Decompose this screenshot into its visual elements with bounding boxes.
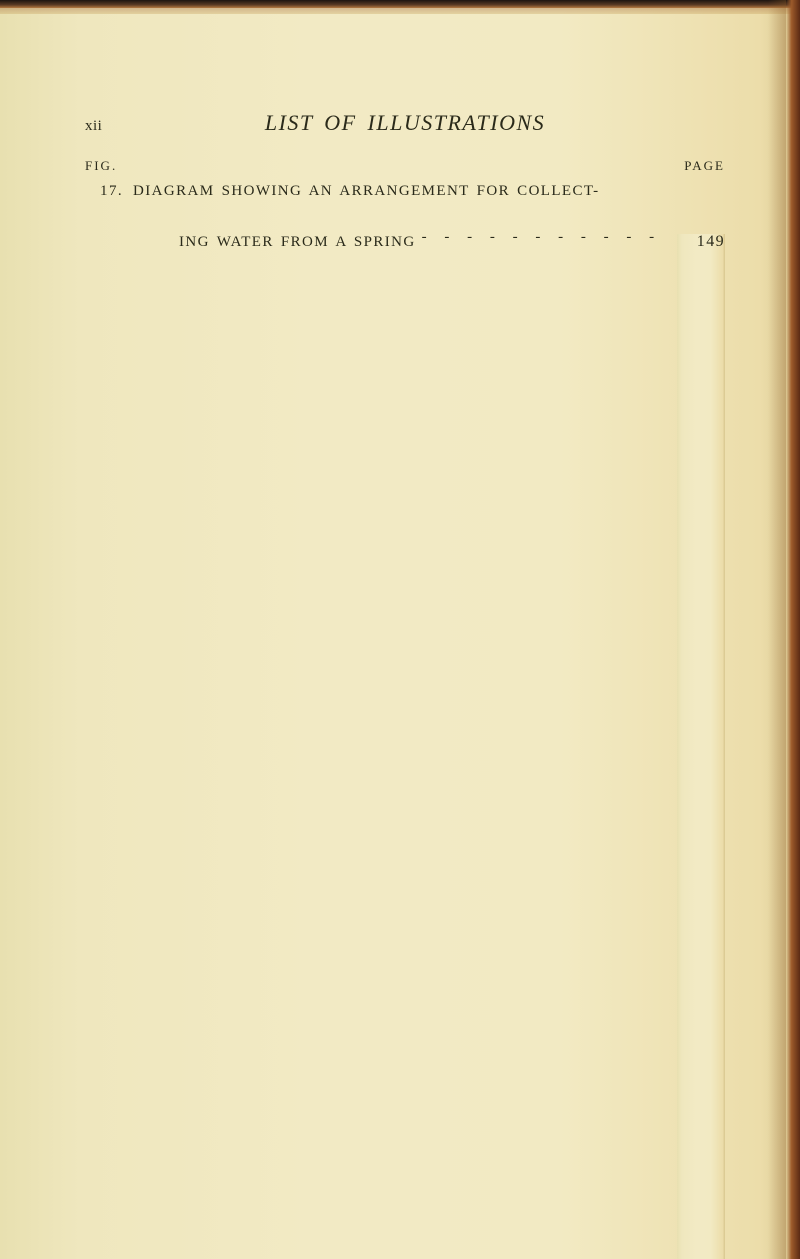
legend-page: PAGE: [684, 158, 725, 174]
leader-dashes: [422, 231, 671, 246]
entry-page: 149: [677, 234, 725, 1259]
entry-number: 17.: [85, 184, 133, 199]
scanned-page: xii LIST OF ILLUSTRATIONS FIG. PAGE 17. …: [0, 0, 800, 1259]
page-title: LIST OF ILLUSTRATIONS: [85, 110, 725, 136]
legend-fig: FIG.: [85, 158, 117, 174]
header-row: xii LIST OF ILLUSTRATIONS: [85, 110, 725, 136]
list-entry-cont: . ING WATER FROM A SPRING 149: [85, 231, 725, 1259]
list-entry: 17. DIAGRAM SHOWING AN ARRANGEMENT FOR C…: [85, 184, 725, 199]
binding-edge: [786, 0, 800, 1259]
entry-text-line1: DIAGRAM SHOWING AN ARRANGEMENT FOR COLLE…: [133, 184, 599, 199]
scan-top-edge: [0, 0, 800, 8]
binding-shadow: [768, 0, 786, 1259]
entry-text-line2: ING WATER FROM A SPRING: [133, 235, 416, 250]
page-content: xii LIST OF ILLUSTRATIONS FIG. PAGE 17. …: [85, 110, 725, 1259]
scan-top-edge-light: [0, 8, 800, 14]
legend-row: FIG. PAGE: [85, 158, 725, 174]
